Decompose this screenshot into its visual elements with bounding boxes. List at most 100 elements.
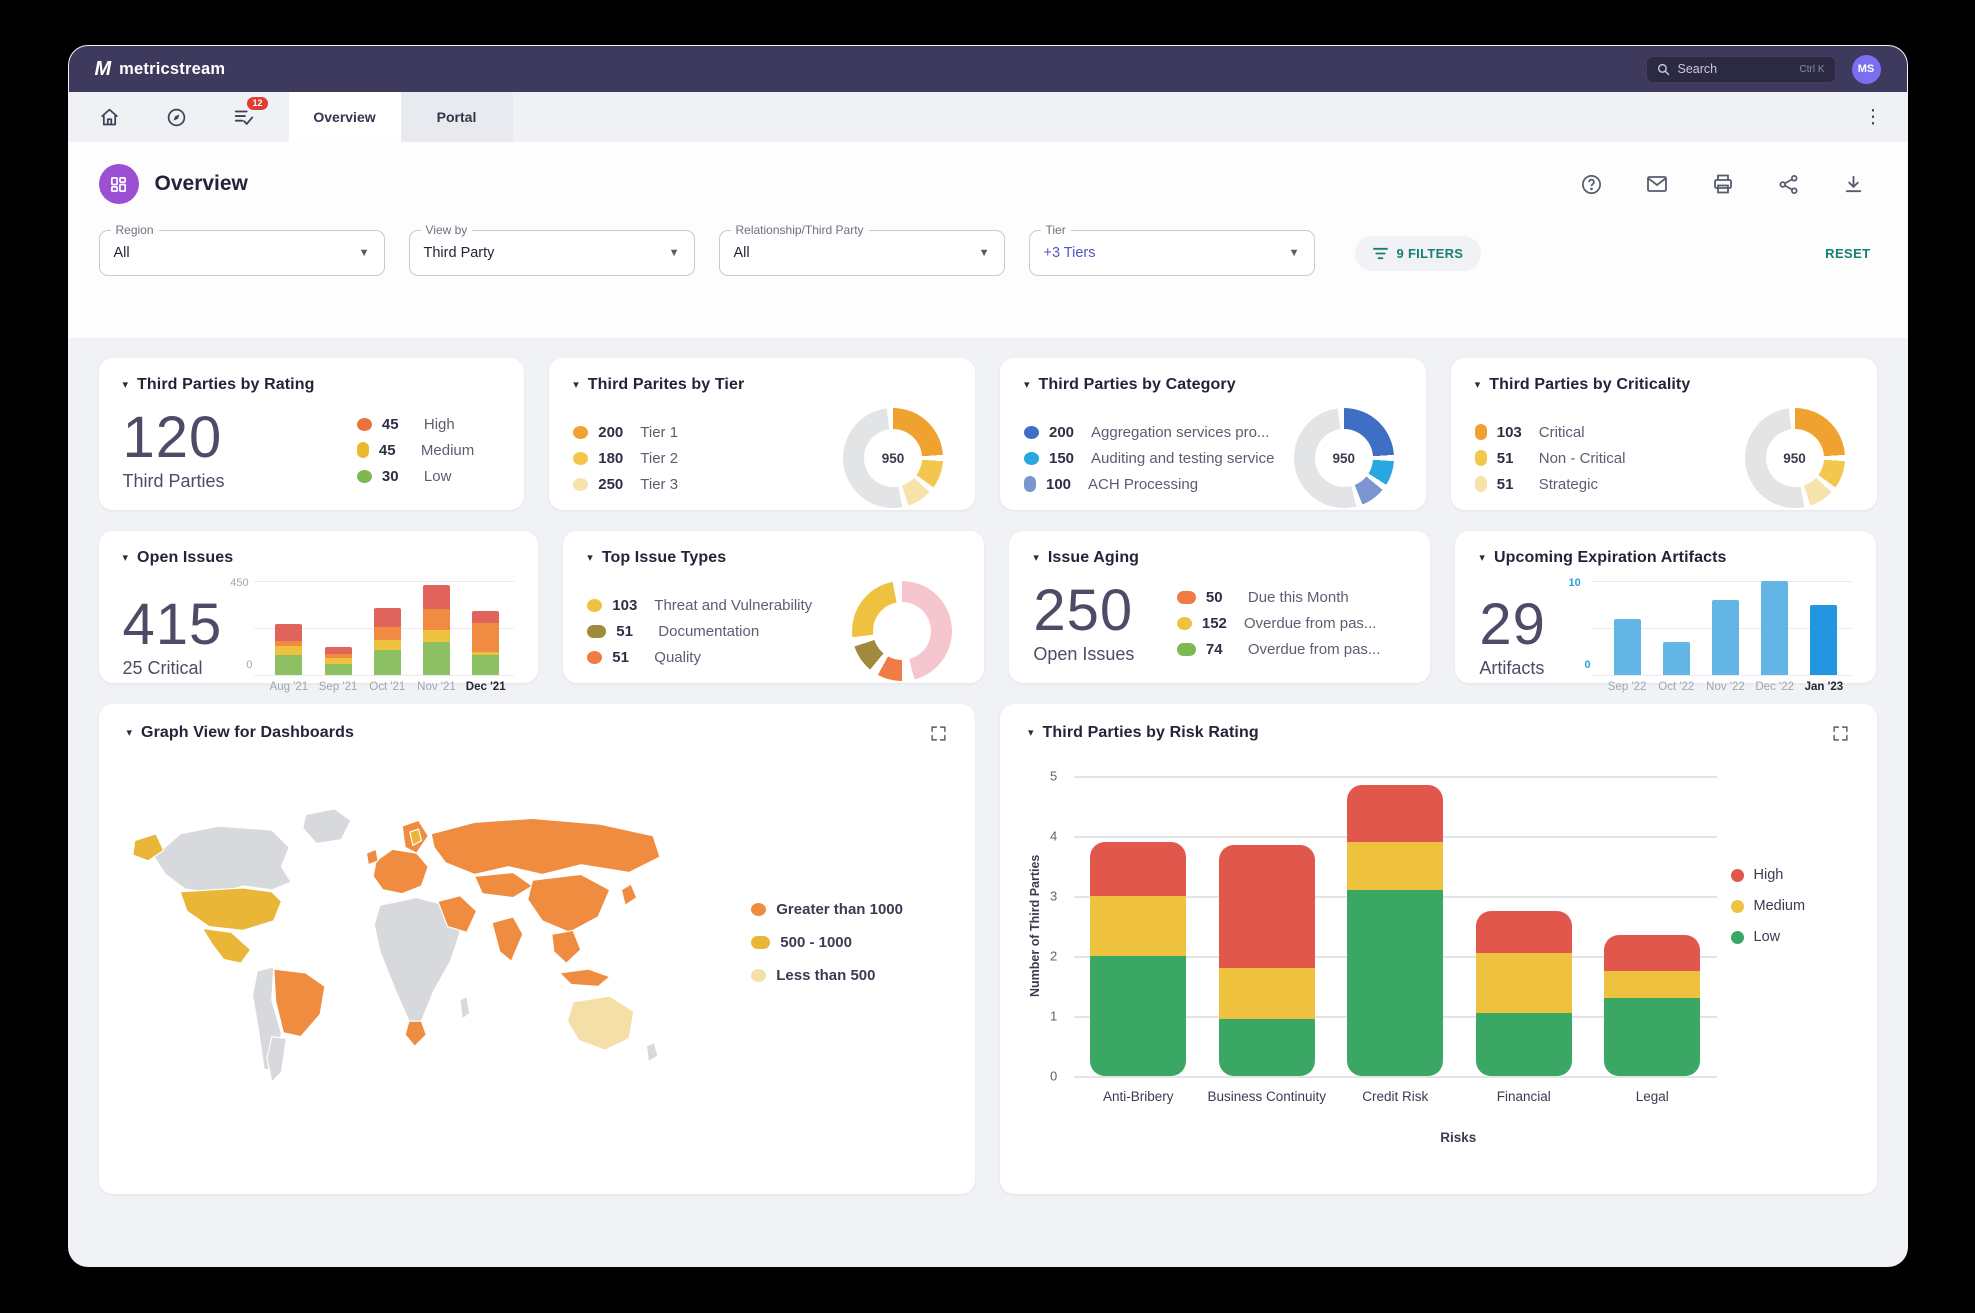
donut-chart: 950 [843, 408, 943, 508]
legend-item: 103 Threat and Vulnerability [587, 597, 812, 614]
legend-dot [1730, 899, 1744, 913]
home-icon[interactable] [99, 107, 120, 128]
legend-dot [587, 598, 603, 612]
axis-zero-label: 0 [246, 659, 253, 671]
reset-button[interactable]: RESET [1825, 246, 1876, 261]
card-title: Third Parites by Tier [587, 376, 745, 393]
top-bar: M metricstream Search Ctrl K MS [68, 46, 1907, 92]
tab-portal[interactable]: Portal [400, 92, 513, 142]
download-icon[interactable] [1842, 173, 1865, 196]
collapse-caret-icon[interactable]: ▾ [126, 726, 133, 739]
collapse-caret-icon[interactable]: ▾ [573, 378, 579, 391]
legend-item: 51 Quality [587, 649, 812, 666]
legend-dot [573, 425, 589, 439]
legend-item: 50 Due this Month [1176, 588, 1381, 606]
legend-item: 51 Strategic [1474, 475, 1626, 493]
brand-mark-icon: M [94, 57, 112, 80]
legend-label: Tier 2 [640, 449, 679, 467]
legend-value: 103 [1496, 423, 1522, 441]
mail-icon[interactable] [1645, 172, 1669, 196]
filter-region[interactable]: Region All ▼ [98, 223, 385, 276]
filter-tier[interactable]: Tier +3 Tiers ▼ [1028, 223, 1315, 276]
filters-count-button[interactable]: 9 FILTERS [1354, 235, 1482, 271]
legend-label: Less than 500 [776, 966, 876, 984]
legend-value: 50 [1205, 588, 1223, 606]
collapse-caret-icon[interactable]: ▾ [1479, 551, 1485, 564]
filter-view-by[interactable]: View by Third Party ▼ [408, 223, 695, 276]
user-avatar[interactable]: MS [1851, 54, 1881, 84]
filter-value: Third Party [423, 245, 495, 261]
search-input[interactable]: Search Ctrl K [1645, 55, 1836, 83]
legend-item: 45 Medium [356, 441, 474, 459]
legend-label: Threat and Vulnerability [654, 596, 813, 614]
legend-label: Low [1753, 929, 1781, 945]
legend-label: Quality [654, 648, 701, 666]
kpi-label: 25 Critical [122, 658, 203, 679]
legend-item: Medium [1730, 898, 1849, 914]
chevron-down-icon: ▼ [978, 247, 990, 259]
donut-center-value: 950 [1783, 450, 1806, 466]
dashboard-icon [98, 164, 139, 204]
legend-label: Documentation [658, 622, 760, 640]
collapse-caret-icon[interactable]: ▾ [587, 551, 593, 564]
tab-bar: 12 Overview Portal ⋮ [68, 92, 1907, 142]
map-region-south-america [251, 966, 326, 1083]
collapse-caret-icon[interactable]: ▾ [122, 378, 129, 391]
card-title: Upcoming Expiration Artifacts [1493, 549, 1727, 566]
collapse-caret-icon[interactable]: ▾ [1028, 726, 1034, 739]
filter-relationship[interactable]: Relationship/Third Party All ▼ [718, 223, 1005, 276]
legend-label: Strategic [1538, 475, 1598, 493]
y-axis-label: Number of Third Parties [1028, 854, 1042, 998]
legend-value: 45 [381, 415, 399, 433]
legend-value: 51 [612, 648, 629, 666]
risk-rating-chart: Number of Third Parties 0 1 2 3 4 5 Anti-Bribe… [1028, 769, 1849, 1105]
tasks-icon[interactable]: 12 [233, 97, 268, 128]
compass-icon[interactable] [166, 107, 187, 128]
legend-value: 45 [378, 441, 396, 459]
search-icon [1657, 63, 1669, 75]
card-title: Issue Aging [1047, 549, 1140, 566]
card-issue-aging: ▾ Issue Aging 250 Open Issues 50 Due this… [1009, 531, 1431, 683]
filter-label: View by [420, 223, 473, 237]
legend-label: High [423, 415, 455, 433]
chevron-down-icon: ▼ [358, 247, 370, 259]
map-region-europe [365, 819, 429, 895]
legend-item: 51 Non - Critical [1474, 450, 1625, 467]
open-issues-chart: 450 0 Aug '21 Sep '21 Oct '21 Nov '21 Dec '2… [222, 577, 515, 693]
card-title: Third Parties by Category [1038, 376, 1236, 393]
tab-overview[interactable]: Overview [288, 92, 401, 142]
legend-label: Tier 3 [640, 475, 679, 493]
legend-item: 45 High [356, 415, 474, 433]
expand-icon[interactable] [1832, 725, 1849, 742]
share-icon[interactable] [1777, 173, 1800, 196]
funnel-icon [1372, 247, 1388, 259]
print-icon[interactable] [1711, 172, 1735, 196]
world-map [131, 808, 661, 1083]
legend-item: 103 Critical [1474, 423, 1626, 441]
collapse-caret-icon[interactable]: ▾ [1474, 378, 1481, 391]
legend-item: 150 Auditing and testing service [1024, 450, 1274, 467]
collapse-caret-icon[interactable]: ▾ [1033, 551, 1039, 564]
legend-item: 30 Low [356, 468, 474, 485]
legend-dot [1474, 424, 1487, 440]
legend-item: 200 Aggregation services pro... [1024, 424, 1274, 441]
filter-label: Tier [1040, 223, 1071, 237]
donut-center-value: 950 [881, 450, 905, 466]
help-icon[interactable] [1580, 173, 1603, 196]
more-menu-icon[interactable]: ⋮ [1863, 106, 1883, 128]
filter-row: Region All ▼ View by Third Party ▼ Relat… [98, 223, 1877, 276]
collapse-caret-icon[interactable]: ▾ [122, 551, 129, 564]
axis-max-label: 10 [1568, 577, 1581, 589]
legend-label: Aggregation services pro... [1091, 423, 1270, 441]
collapse-caret-icon[interactable]: ▾ [1024, 378, 1030, 391]
legend-dot [1024, 425, 1039, 439]
legend-dot [1474, 450, 1487, 466]
axis-zero-label: 0 [1584, 659, 1591, 671]
legend-dot [1176, 642, 1196, 656]
card-third-parties-by-rating: ▾ Third Parties by Rating 120 Third Part… [98, 358, 525, 510]
artifacts-chart: 10 0 Sep '22 Oct '22 Nov '22 Dec '22 Jan '23 [1560, 577, 1853, 693]
legend-item: 250 Tier 3 [573, 476, 678, 493]
legend-value: 180 [598, 449, 624, 467]
expand-icon[interactable] [930, 725, 947, 742]
card-title: Open Issues [137, 549, 234, 566]
